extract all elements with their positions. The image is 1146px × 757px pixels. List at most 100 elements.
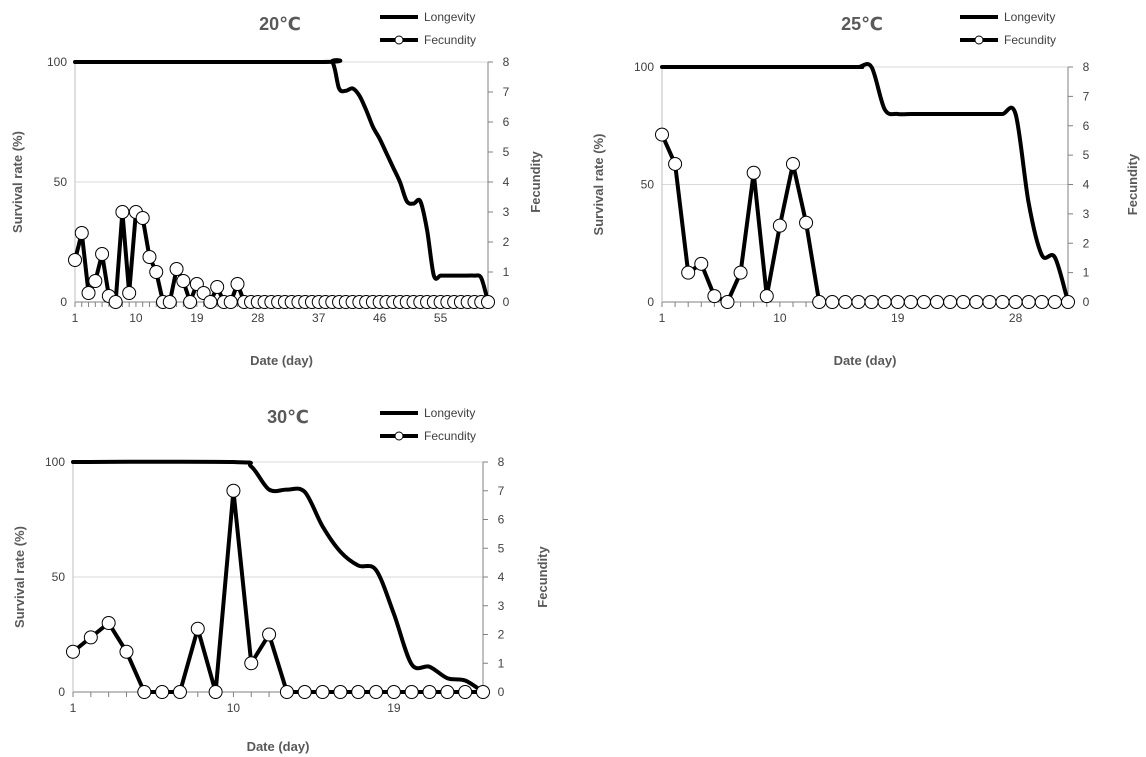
legend-marker xyxy=(394,431,404,441)
chart-title: 25℃ xyxy=(841,14,883,34)
legend: Longevity Fecundity xyxy=(960,10,1056,47)
y-tick-label: 50 xyxy=(52,570,66,584)
data-point xyxy=(864,295,879,309)
data-point xyxy=(66,644,80,659)
x-axis-label: Date (day) xyxy=(250,353,313,368)
data-point xyxy=(877,295,892,309)
data-point xyxy=(74,226,89,240)
data-point xyxy=(226,483,241,498)
y2-tick-label: 4 xyxy=(498,570,505,584)
data-point xyxy=(297,685,312,699)
y2-tick-label: 7 xyxy=(498,484,505,498)
legend-label: Longevity xyxy=(424,10,475,24)
y-tick-label: 100 xyxy=(634,60,654,74)
data-point xyxy=(155,685,170,699)
data-point xyxy=(315,685,330,699)
x-tick-label: 46 xyxy=(373,311,387,325)
legend-marker xyxy=(974,35,984,45)
x-tick-label: 1 xyxy=(70,701,77,715)
y2-tick-label: 7 xyxy=(1083,89,1090,103)
y2-tick-label: 6 xyxy=(503,115,510,129)
y2-tick-label: 5 xyxy=(498,541,505,555)
data-point xyxy=(681,265,696,280)
y2-tick-label: 8 xyxy=(498,455,505,469)
y-tick-label: 50 xyxy=(54,175,68,189)
data-point xyxy=(88,274,103,288)
series-line-longevity xyxy=(660,62,1070,304)
data-point xyxy=(785,156,800,171)
data-point xyxy=(190,621,205,636)
data-point xyxy=(969,295,984,309)
data-point xyxy=(244,656,259,671)
data-point xyxy=(137,685,152,699)
data-point xyxy=(68,253,82,267)
legend: Longevity Fecundity xyxy=(380,10,476,47)
data-point xyxy=(149,265,164,279)
data-point xyxy=(404,685,419,699)
x-tick-label: 28 xyxy=(1009,311,1023,325)
y-axis-label: Survival rate (%) xyxy=(10,131,25,233)
x-axis-label: Date (day) xyxy=(834,353,897,368)
x-tick-label: 37 xyxy=(312,311,326,325)
y2-tick-label: 2 xyxy=(503,235,510,249)
data-point xyxy=(746,165,761,180)
y2-tick-label: 2 xyxy=(498,628,505,642)
x-axis-label: Date (day) xyxy=(247,739,310,754)
data-point xyxy=(1021,295,1036,309)
data-point xyxy=(481,295,495,309)
y2-tick-label: 1 xyxy=(1083,266,1090,280)
y-tick-label: 50 xyxy=(641,178,655,192)
y2-tick-label: 5 xyxy=(503,145,510,159)
data-point xyxy=(720,295,735,309)
data-point xyxy=(825,295,840,309)
data-point xyxy=(135,211,150,225)
data-point xyxy=(655,127,669,142)
data-point xyxy=(223,295,238,309)
data-point xyxy=(351,685,366,699)
data-point xyxy=(1008,295,1023,309)
data-point xyxy=(369,685,384,699)
data-point xyxy=(930,295,945,309)
data-point xyxy=(169,262,184,276)
y-axis-label: Survival rate (%) xyxy=(12,526,27,628)
chart-title: 30℃ xyxy=(267,407,309,427)
data-point xyxy=(119,644,134,659)
data-point xyxy=(210,280,225,294)
data-point xyxy=(108,295,123,309)
legend-marker xyxy=(394,35,404,45)
y2-tick-label: 4 xyxy=(1083,178,1090,192)
y-tick-label: 100 xyxy=(45,455,65,469)
data-point xyxy=(176,274,191,288)
y-tick-label: 0 xyxy=(60,295,67,309)
y-axis-label: Survival rate (%) xyxy=(591,134,606,236)
data-point xyxy=(838,295,853,309)
y2-tick-label: 0 xyxy=(503,295,510,309)
legend-label: Fecundity xyxy=(424,33,476,47)
y2-tick-label: 8 xyxy=(1083,60,1090,74)
data-point xyxy=(262,627,277,642)
data-point xyxy=(851,295,866,309)
data-point xyxy=(101,616,116,630)
series-line-fecundity xyxy=(660,133,1068,304)
data-point xyxy=(772,218,787,233)
data-point xyxy=(890,295,905,309)
data-point xyxy=(83,630,98,645)
y2-tick-label: 7 xyxy=(503,85,510,99)
data-point xyxy=(759,289,774,304)
y2-tick-label: 6 xyxy=(1083,119,1090,133)
x-tick-label: 10 xyxy=(227,701,241,715)
legend-label: Fecundity xyxy=(1004,33,1056,47)
y2-tick-label: 2 xyxy=(1083,236,1090,250)
y-tick-label: 100 xyxy=(47,55,67,69)
data-point xyxy=(476,685,490,699)
y2-axis-label: Fecundity xyxy=(528,151,543,213)
data-point xyxy=(440,685,455,699)
data-point xyxy=(386,685,401,699)
x-tick-label: 19 xyxy=(891,311,905,325)
data-point xyxy=(694,256,709,271)
x-tick-label: 19 xyxy=(387,701,401,715)
